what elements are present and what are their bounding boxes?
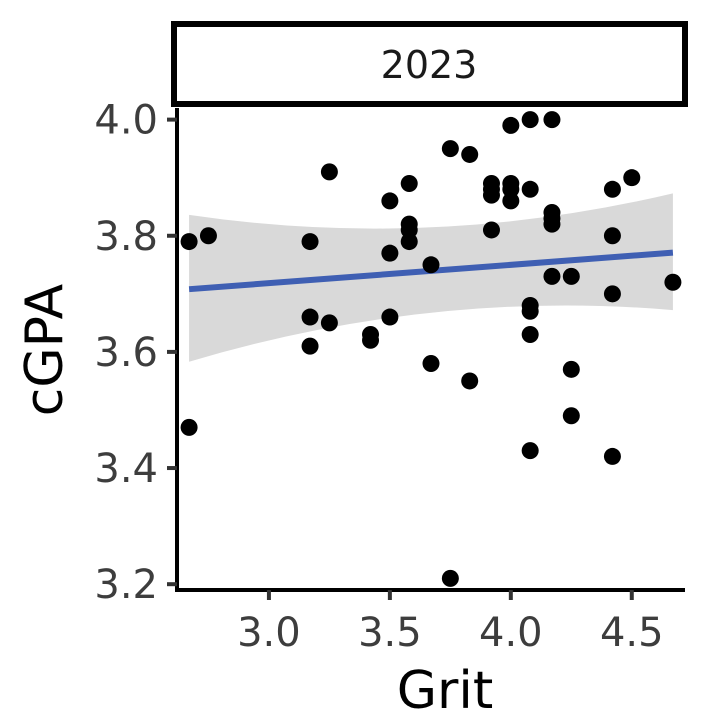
x-tick-label: 4.0 [479, 610, 543, 656]
data-point [543, 111, 561, 129]
data-point [562, 360, 580, 378]
y-axis-title: cGPA [15, 283, 75, 416]
data-point [199, 227, 217, 245]
x-ticks: 3.0 3.5 4.0 4.5 [237, 590, 664, 656]
data-point [400, 174, 418, 192]
data-point [461, 145, 479, 163]
data-point [603, 285, 621, 303]
y-tick-label: 3.8 [94, 214, 158, 260]
data-point [381, 308, 399, 326]
x-tick-label: 4.5 [600, 610, 664, 656]
data-point [381, 192, 399, 210]
data-point [562, 267, 580, 285]
data-point [301, 337, 319, 355]
data-point [502, 180, 520, 198]
data-point [320, 163, 338, 181]
data-point [422, 355, 440, 373]
data-point [180, 418, 198, 436]
points-layer [180, 111, 682, 587]
data-point [362, 331, 380, 349]
data-point [320, 314, 338, 332]
data-point [400, 221, 418, 239]
x-tick-label: 3.0 [237, 610, 301, 656]
facet-strip [171, 21, 688, 107]
data-point [482, 186, 500, 204]
data-point [422, 256, 440, 274]
data-point [521, 111, 539, 129]
confidence-band [189, 193, 673, 362]
data-point [623, 169, 641, 187]
data-point [502, 116, 520, 134]
y-tick-label: 3.4 [94, 446, 158, 492]
data-point [562, 407, 580, 425]
y-tick-label: 3.6 [94, 330, 158, 376]
data-point [381, 244, 399, 262]
data-point [543, 267, 561, 285]
data-point [521, 325, 539, 343]
y-tick-label: 3.2 [94, 562, 158, 608]
x-axis-title: Grit [397, 661, 494, 720]
confidence-band-layer [189, 193, 673, 362]
y-ticks: 3.2 3.4 3.6 3.8 4.0 [94, 98, 177, 608]
data-point [603, 227, 621, 245]
data-point [502, 192, 520, 210]
data-point [521, 180, 539, 198]
data-point [441, 569, 459, 587]
data-point [400, 233, 418, 251]
data-point [180, 233, 198, 251]
y-tick-label: 4.0 [94, 98, 158, 144]
data-point [543, 215, 561, 233]
x-tick-label: 3.5 [358, 610, 422, 656]
data-point [301, 308, 319, 326]
facet-label: 2023 [381, 43, 478, 87]
data-point [664, 273, 682, 291]
data-point [521, 442, 539, 460]
data-point [521, 302, 539, 320]
data-point [603, 180, 621, 198]
data-point [441, 140, 459, 158]
data-point [301, 233, 319, 251]
data-point [482, 221, 500, 239]
data-point [603, 447, 621, 465]
data-point [461, 372, 479, 390]
